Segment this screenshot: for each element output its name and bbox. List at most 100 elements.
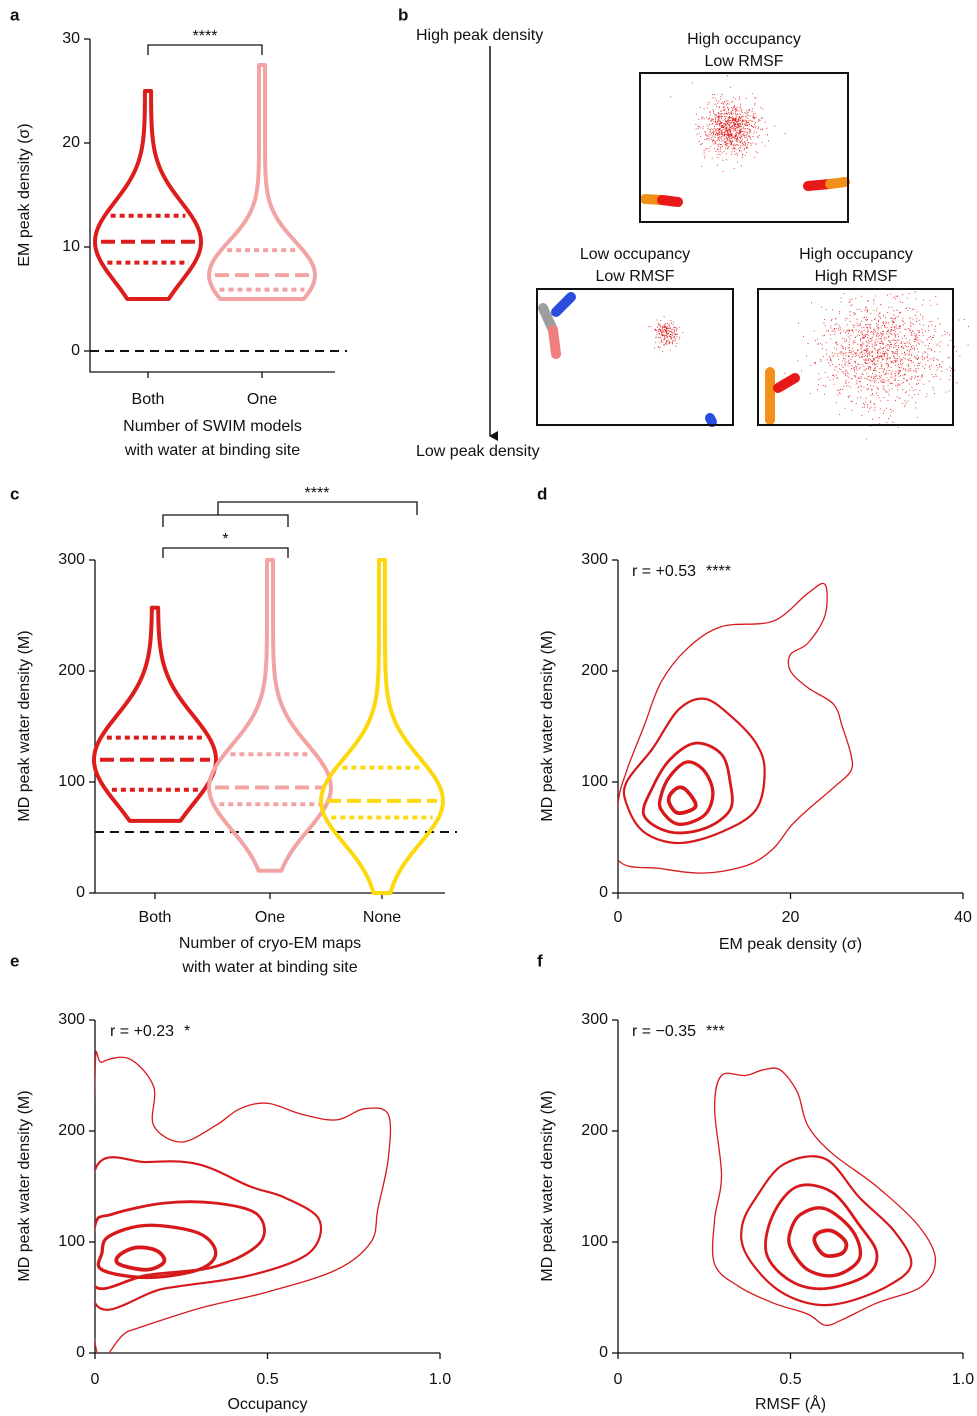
significance-bracket [148,45,262,55]
panel-f: f0100200300MD peak water density (M)00.5… [537,951,974,1413]
x-axis-label: RMSF (Å) [755,1394,826,1413]
panel-b: b High peak density Low peak density Hig… [398,5,969,460]
contour [614,583,852,873]
panel-label: c [10,484,19,503]
contour [814,1230,846,1256]
panel-label: b [398,5,408,24]
y-tick-label: 0 [71,342,80,359]
box-title: High RMSF [815,268,898,285]
x-tick-label: 0 [614,1371,623,1388]
y-tick-label: 100 [581,773,608,790]
x-tick-label: One [255,909,285,926]
y-axis-label: EM peak density (σ) [16,123,33,266]
panel-c: c 0 100 200 300 MD peak water density (M) Both… [10,484,457,976]
x-axis-label: with water at binding site [181,959,357,976]
significance-label: * [184,1023,190,1040]
x-tick-label: Both [132,391,165,408]
x-tick-label: 1.0 [952,1371,974,1388]
y-tick-label: 0 [599,1344,608,1361]
box-title: High occupancy [687,31,801,48]
y-tick-label: 200 [581,662,608,679]
axis [95,560,445,893]
box-title: Low RMSF [595,268,674,285]
panel-label: e [10,951,19,970]
x-axis-label: Number of SWIM models [123,418,302,435]
annotation: r = +0.23 [110,1023,174,1040]
contour [92,1051,390,1359]
top-label: High peak density [416,27,543,44]
y-tick-label: 0 [76,884,85,901]
y-tick-label: 300 [58,1011,85,1028]
annotation: r = +0.53 [632,563,696,580]
y-tick-label: 0 [599,884,608,901]
annotation: r = −0.35 [632,1023,696,1040]
panel-label: d [537,484,547,503]
significance-label: * [222,531,228,548]
water-dots [670,75,785,172]
contour [765,1185,877,1289]
significance-label: **** [706,563,731,580]
x-axis-label: with water at binding site [124,442,300,459]
y-tick-label: 200 [58,662,85,679]
contour [116,1247,164,1269]
y-axis-label: MD peak water density (M) [539,630,556,821]
x-tick-label: Both [139,909,172,926]
x-tick-label: 0.5 [256,1371,278,1388]
contour [659,762,712,824]
violin [95,91,201,299]
box-title: Low RMSF [704,53,783,70]
violin [321,560,443,893]
box-title: Low occupancy [580,246,690,263]
axis [618,1020,963,1353]
x-tick-label: 40 [954,909,972,926]
x-tick-label: 0 [91,1371,100,1388]
y-tick-label: 300 [581,1011,608,1028]
y-tick-label: 200 [581,1122,608,1139]
contour [789,1208,861,1276]
box [758,289,953,425]
x-tick-label: 1.0 [429,1371,451,1388]
x-tick-label: None [363,909,401,926]
stick-models [543,182,845,422]
x-axis-label: Occupancy [227,1396,307,1413]
y-tick-label: 20 [62,134,80,151]
significance-label: **** [193,28,218,45]
y-tick-label: 30 [62,30,80,47]
y-tick-label: 0 [76,1344,85,1361]
contour [713,1068,936,1325]
y-tick-label: 200 [58,1122,85,1139]
x-tick-label: 0 [614,909,623,926]
y-tick-label: 300 [58,551,85,568]
bottom-label: Low peak density [416,443,540,460]
significance-label: **** [305,485,330,502]
x-tick-label: 20 [782,909,800,926]
y-axis-label: MD peak water density (M) [16,630,33,821]
contour [643,743,732,833]
x-tick-label: 0.5 [779,1371,801,1388]
panel-label: a [10,5,20,24]
significance-bracket [163,502,417,527]
significance-bracket [163,548,288,558]
axis [90,39,335,372]
x-axis-label: EM peak density (σ) [719,936,862,953]
y-axis-label: MD peak water density (M) [539,1090,556,1281]
y-tick-label: 100 [58,1233,85,1250]
y-tick-label: 300 [581,551,608,568]
panel-e: e 0 100 200 300 MD peak water density (M) 0 0.5… [10,951,451,1413]
figure: b High peak density Low peak density Hig… [0,0,977,1416]
panel-d: d 0 100 200 300 MD peak water density (M) 0 20 4… [537,484,972,953]
y-tick-label: 100 [58,773,85,790]
water-dots [784,270,969,440]
box [537,289,733,425]
x-axis-label: Number of cryo-EM maps [179,935,361,952]
contour [669,787,696,813]
axis [95,1020,440,1353]
box-title: High occupancy [799,246,913,263]
significance-label: *** [706,1023,725,1040]
violin [209,65,315,299]
water-dots [649,316,684,352]
y-axis-label: MD peak water density (M) [16,1090,33,1281]
x-tick-label: One [247,391,277,408]
violin [209,560,331,871]
